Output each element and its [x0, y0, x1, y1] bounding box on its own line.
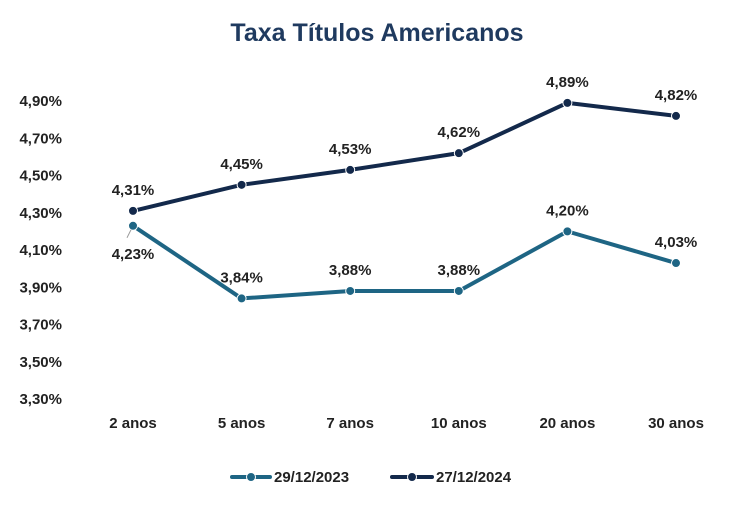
data-point	[453, 148, 464, 159]
x-tick-label: 20 anos	[539, 415, 595, 432]
data-point	[562, 97, 573, 108]
chart-title: Taxa Títulos Americanos	[230, 19, 523, 47]
data-label: 3,84%	[220, 269, 263, 286]
legend-swatch-marker	[407, 472, 417, 482]
y-tick-label: 3,90%	[19, 279, 62, 296]
legend-swatch-marker	[246, 472, 256, 482]
data-point	[345, 164, 356, 175]
data-label: 3,88%	[329, 262, 372, 279]
data-point	[128, 205, 138, 216]
data-label: 4,31%	[112, 182, 155, 199]
series-line-1	[131, 100, 678, 213]
data-point	[671, 258, 681, 269]
data-point	[128, 220, 138, 231]
y-axis: 3,30% 3,50% 3,70% 3,90% 4,10% 4,30% 4,50% 4,70%…	[19, 93, 62, 408]
data-label: 4,23%	[112, 246, 155, 263]
x-tick-label: 30 anos	[648, 415, 704, 432]
label-leader-line	[126, 229, 132, 239]
y-tick-label: 3,30%	[19, 391, 62, 408]
data-label: 4,45%	[220, 156, 263, 173]
series-layer	[128, 97, 681, 304]
data-label: 3,88%	[438, 262, 481, 279]
legend-label: 29/12/2023	[274, 469, 349, 486]
x-tick-label: 5 anos	[218, 415, 266, 432]
x-tick-label: 7 anos	[326, 415, 374, 432]
y-tick-label: 4,30%	[19, 205, 62, 222]
data-point	[236, 293, 247, 304]
y-tick-label: 4,10%	[19, 242, 62, 259]
data-label: 4,82%	[655, 87, 698, 104]
data-point	[236, 179, 247, 190]
y-tick-label: 3,50%	[19, 354, 62, 371]
data-point	[453, 285, 464, 296]
data-point	[562, 226, 573, 237]
legend-label: 27/12/2024	[436, 469, 512, 486]
y-tick-label: 4,90%	[19, 93, 62, 110]
data-labels: 4,23% 3,84% 3,88% 3,88% 4,20% 4,03% 4,31% 4,45%…	[112, 74, 698, 287]
y-tick-label: 4,70%	[19, 130, 62, 147]
data-label: 4,53%	[329, 141, 372, 158]
data-point	[671, 110, 681, 121]
series-line-0	[131, 223, 678, 301]
data-label: 4,89%	[546, 74, 589, 91]
data-label: 4,62%	[438, 124, 481, 141]
legend: 29/12/2023 27/12/2024	[230, 469, 512, 486]
x-tick-label: 2 anos	[109, 415, 157, 432]
data-point	[345, 285, 356, 296]
x-tick-label: 10 anos	[431, 415, 487, 432]
data-label: 4,03%	[655, 234, 698, 251]
y-tick-label: 4,50%	[19, 168, 62, 185]
data-label: 4,20%	[546, 202, 589, 219]
x-axis: 2 anos 5 anos 7 anos 10 anos 20 anos 30 anos	[109, 415, 704, 432]
y-tick-label: 3,70%	[19, 317, 62, 334]
